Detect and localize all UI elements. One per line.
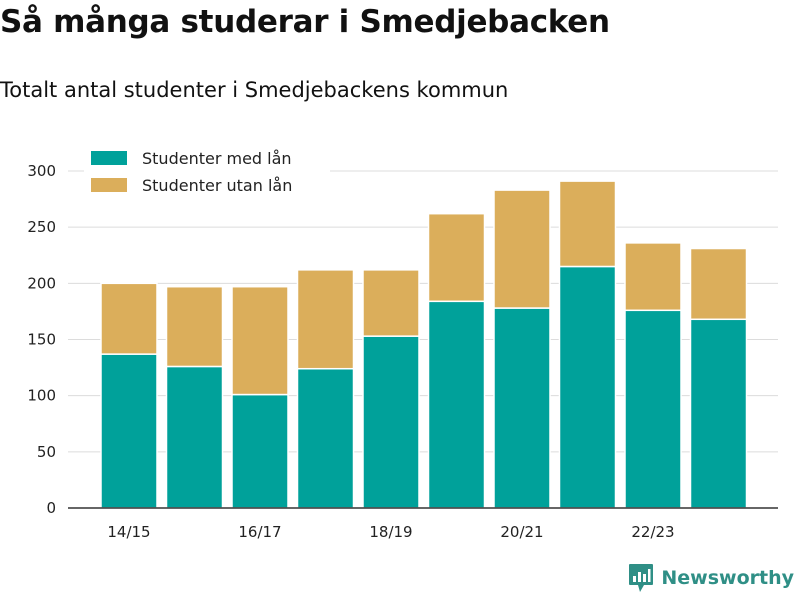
bar-segment-utan-lan [689,247,748,321]
bar-segment-med-lan [427,300,486,509]
x-tick-label: 18/19 [369,523,412,541]
bars [100,180,748,509]
bar-segment-utan-lan [165,285,224,368]
bar-segment-utan-lan [231,285,289,396]
chart-title: Så många studerar i Smedjebacken [0,4,610,40]
bar-segment-utan-lan [427,212,486,303]
bar-segment-med-lan [689,318,748,509]
x-tick-label: 22/23 [631,523,674,541]
y-tick-label: 250 [27,218,56,236]
bar-segment-utan-lan [624,242,682,312]
bar-segment-med-lan [165,365,224,509]
x-tick-label: 14/15 [107,523,150,541]
axes: 0 50 100 150 200 250 300 14/15 16/17 18/19 20/21 22… [27,162,778,541]
y-tick-label: 50 [37,443,56,461]
legend-label: Studenter med lån [142,149,292,168]
bar-segment-med-lan [624,309,682,509]
bar-segment-utan-lan [558,180,617,268]
bar-segment-utan-lan [296,269,355,370]
newsworthy-logo-icon [629,564,654,592]
legend: Studenter med lån Studenter utan lån [84,143,330,199]
legend-swatch [91,178,127,192]
y-tick-label: 100 [27,387,56,405]
x-tick-label: 20/21 [500,523,543,541]
y-tick-label: 200 [27,274,56,292]
y-tick-label: 150 [27,331,56,349]
bar-segment-med-lan [296,367,355,509]
chart-subtitle: Totalt antal studenter i Smedjebackens k… [0,78,509,102]
bar-segment-utan-lan [100,282,158,355]
bar-segment-utan-lan [493,189,551,309]
bar-segment-utan-lan [362,269,420,337]
bar-segment-med-lan [558,265,617,509]
y-tick-label: 300 [27,162,56,180]
bar-segment-med-lan [362,335,420,509]
legend-swatch [91,151,127,165]
brand-name: Newsworthy [661,567,794,589]
x-tick-label: 16/17 [238,523,281,541]
newsworthy-brand: Newsworthy [628,560,794,596]
bar-segment-med-lan [231,393,289,509]
legend-label: Studenter utan lån [142,176,292,195]
y-tick-label: 0 [46,499,56,517]
bar-segment-med-lan [100,353,158,509]
bar-segment-med-lan [493,307,551,509]
